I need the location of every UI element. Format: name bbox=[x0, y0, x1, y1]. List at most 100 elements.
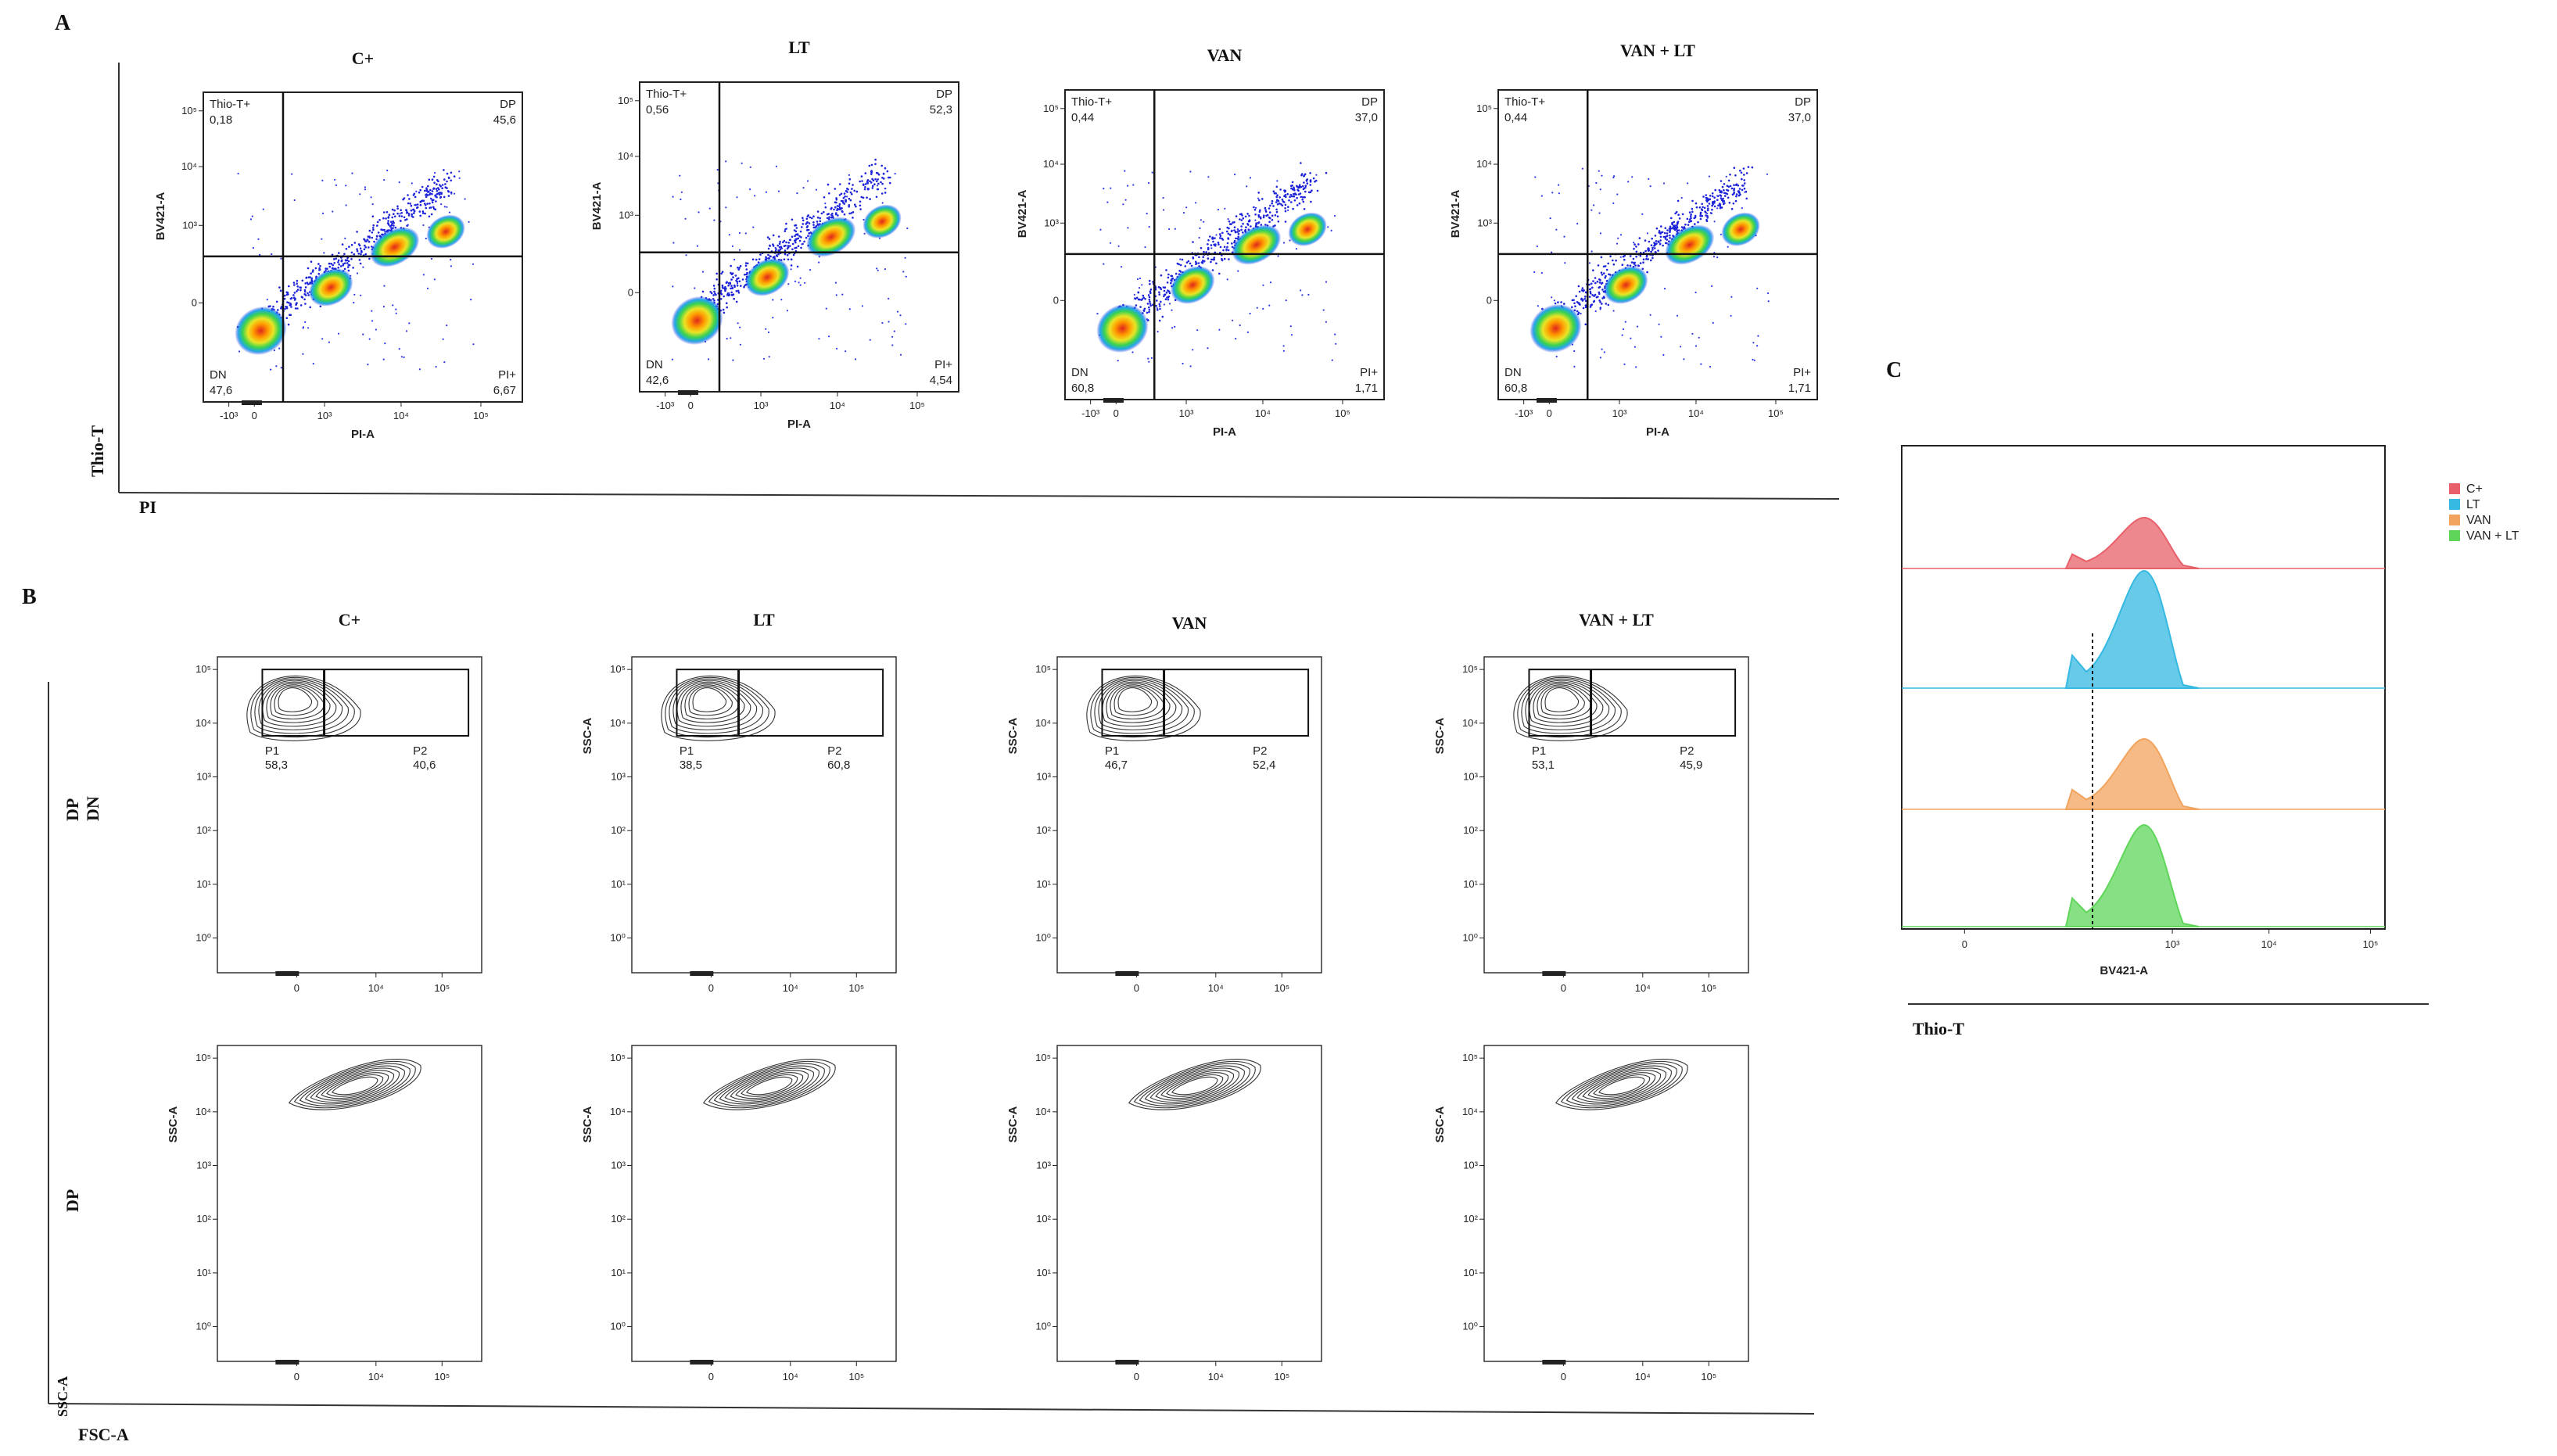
plot-frame bbox=[1056, 656, 1322, 974]
panel-b-bottom-side-label: SSC-A bbox=[55, 1376, 70, 1417]
scatter-point bbox=[317, 272, 321, 275]
scatter-point bbox=[343, 253, 346, 256]
scatter-point bbox=[904, 256, 906, 259]
scatter-point bbox=[849, 191, 852, 194]
scatter-point bbox=[1752, 342, 1755, 344]
scatter-point bbox=[356, 249, 359, 253]
scatter-point bbox=[1275, 195, 1278, 199]
scatter-point bbox=[1623, 363, 1626, 365]
scatter-point bbox=[1215, 262, 1218, 265]
scatter-point bbox=[727, 284, 730, 287]
scatter-point bbox=[1730, 207, 1734, 210]
y-tick-label: 10⁴ bbox=[1043, 158, 1059, 170]
plot-frame bbox=[631, 1045, 897, 1362]
scatter-point bbox=[874, 178, 877, 181]
scatter-point bbox=[1312, 177, 1315, 180]
scatter-point bbox=[1599, 307, 1602, 310]
scatter-point bbox=[845, 199, 847, 203]
scatter-point bbox=[1757, 335, 1759, 337]
scatter-point bbox=[353, 301, 355, 304]
y-tick-label: 10⁴ bbox=[1035, 717, 1051, 729]
scatter-point bbox=[859, 208, 862, 210]
scatter-point bbox=[1278, 196, 1281, 199]
scatter-point bbox=[364, 188, 367, 191]
scatter-point bbox=[1275, 201, 1278, 203]
scatter-point bbox=[1721, 185, 1724, 188]
contour-line bbox=[1166, 1074, 1224, 1097]
scatter-point bbox=[338, 252, 340, 254]
scatter-point bbox=[1148, 310, 1150, 314]
scatter-point bbox=[293, 284, 296, 286]
scatter-point bbox=[343, 262, 346, 265]
x-tick-label: 10⁴ bbox=[783, 982, 798, 994]
scatter-point bbox=[1635, 246, 1637, 248]
scatter-point bbox=[815, 188, 817, 191]
scatter-point bbox=[1688, 211, 1691, 213]
scatter-point bbox=[1716, 256, 1719, 259]
contour-line bbox=[250, 676, 355, 738]
scatter-point bbox=[1664, 227, 1667, 230]
scatter-point bbox=[1141, 298, 1144, 300]
scatter-point bbox=[1706, 205, 1709, 207]
scatter-point bbox=[285, 291, 289, 294]
scatter-point bbox=[737, 292, 741, 294]
scatter-point bbox=[1711, 195, 1714, 198]
scatter-point bbox=[1278, 202, 1281, 205]
panel-b-sample-title: VAN + LT bbox=[1579, 610, 1654, 629]
scatter-point bbox=[391, 208, 394, 211]
y-tick-label: 10¹ bbox=[1036, 1267, 1051, 1278]
scatter-point bbox=[1601, 282, 1604, 285]
scatter-point bbox=[415, 190, 418, 192]
scatter-point bbox=[418, 191, 421, 194]
scatter-point bbox=[1622, 255, 1625, 258]
scatter-point bbox=[429, 197, 432, 200]
scatter-point bbox=[1282, 350, 1285, 352]
scatter-point bbox=[1537, 305, 1539, 307]
scatter-point bbox=[1295, 248, 1298, 250]
scatter-point bbox=[1631, 176, 1634, 178]
quadrant-value-ul: 0,44 bbox=[1071, 111, 1094, 124]
scatter-point bbox=[416, 206, 419, 209]
scatter-point bbox=[1307, 191, 1311, 194]
quadrant-value-ll: 60,8 bbox=[1071, 382, 1094, 395]
scatter-point bbox=[343, 267, 346, 271]
scatter-point bbox=[1730, 187, 1734, 190]
scatter-point bbox=[1309, 184, 1312, 186]
scatter-point bbox=[1333, 214, 1336, 217]
scatter-point bbox=[870, 181, 873, 184]
scatter-point bbox=[1588, 283, 1591, 286]
scatter-point bbox=[708, 358, 710, 360]
scatter-point bbox=[1158, 303, 1161, 306]
scatter-point bbox=[1221, 237, 1223, 240]
scatter-point bbox=[1290, 201, 1293, 203]
scatter-point bbox=[1703, 206, 1706, 210]
scatter-point bbox=[1178, 270, 1181, 272]
histogram-area bbox=[2064, 823, 2200, 927]
scatter-point bbox=[798, 239, 802, 242]
y-tick-label: 10³ bbox=[1463, 1160, 1478, 1171]
scatter-point bbox=[787, 245, 790, 247]
scatter-point bbox=[321, 338, 324, 340]
scatter-point bbox=[1301, 294, 1304, 296]
scatter-point bbox=[733, 285, 736, 289]
scatter-point bbox=[1163, 303, 1165, 306]
scatter-point bbox=[307, 267, 310, 270]
scatter-point bbox=[1164, 286, 1167, 289]
y-tick-label: 10⁵ bbox=[1462, 1052, 1478, 1063]
scatter-point bbox=[1213, 256, 1216, 259]
scatter-point bbox=[1651, 256, 1654, 260]
scatter-point bbox=[1635, 250, 1638, 253]
scatter-point bbox=[744, 232, 747, 235]
scatter-point bbox=[1231, 242, 1233, 245]
scatter-point bbox=[729, 282, 731, 285]
scatter-point bbox=[1662, 353, 1665, 356]
scatter-point bbox=[1122, 203, 1124, 206]
quadrant-name-ll: DN bbox=[646, 358, 663, 371]
scatter-point bbox=[811, 217, 813, 220]
scatter-point bbox=[380, 228, 382, 231]
scatter-point bbox=[1743, 187, 1746, 190]
scatter-point bbox=[1607, 303, 1610, 307]
scatter-point bbox=[875, 195, 878, 199]
contour-line bbox=[1086, 676, 1201, 741]
